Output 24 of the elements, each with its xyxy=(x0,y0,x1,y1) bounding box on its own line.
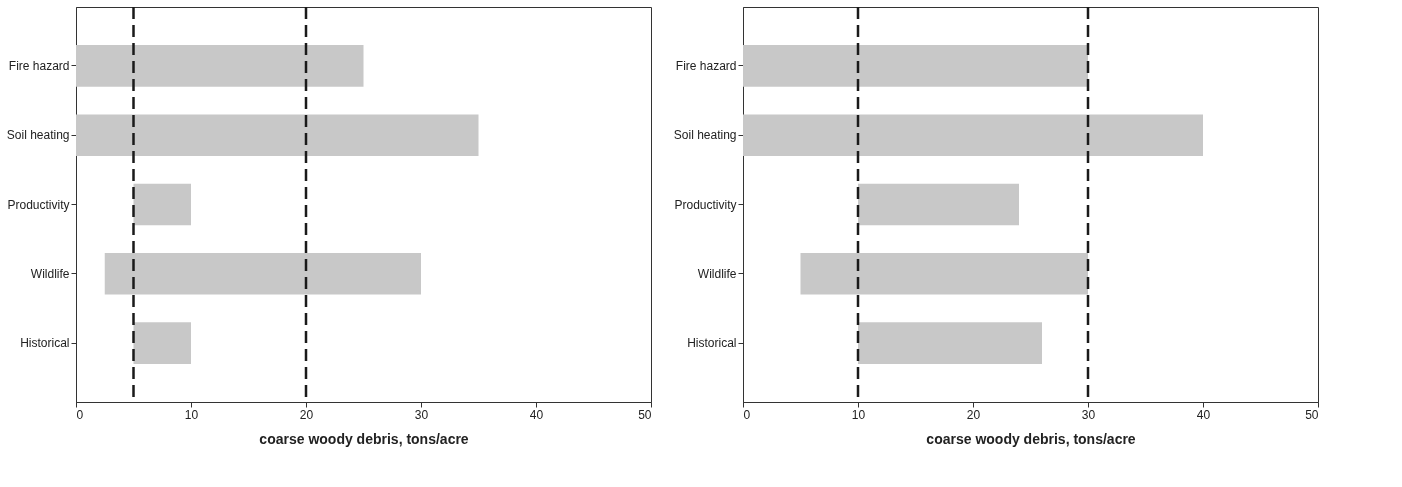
y-tick-label: Soil heating xyxy=(6,128,70,143)
x-axis-title: coarse woody debris, tons/acre xyxy=(926,430,1136,447)
y-tick-label: Productivity xyxy=(674,197,737,212)
x-tick-label: 40 xyxy=(1196,407,1211,422)
x-tick-label: 10 xyxy=(851,407,866,422)
x-tick-label: 50 xyxy=(1305,407,1319,422)
x-tick-label: 40 xyxy=(529,407,544,422)
y-tick-label: Wildlife xyxy=(697,266,737,281)
x-tick-label: 10 xyxy=(184,407,199,422)
x-tick-label: 20 xyxy=(299,407,314,422)
y-tick-label: Soil heating xyxy=(673,128,737,143)
y-tick-label: Historical xyxy=(687,336,737,351)
x-tick-label: 30 xyxy=(1081,407,1096,422)
y-tick-label: Wildlife xyxy=(30,266,70,281)
x-tick-label: 0 xyxy=(76,407,84,422)
x-axis-title: coarse woody debris, tons/acre xyxy=(259,430,469,447)
y-tick-label: Historical xyxy=(20,336,70,351)
x-tick-label: 20 xyxy=(966,407,981,422)
x-tick-label: 30 xyxy=(414,407,429,422)
x-tick-label: 50 xyxy=(638,407,652,422)
y-tick-label: Productivity xyxy=(7,197,70,212)
y-tick-label: Fire hazard xyxy=(675,58,737,73)
x-tick-label: 0 xyxy=(743,407,751,422)
y-tick-label: Fire hazard xyxy=(8,58,70,73)
